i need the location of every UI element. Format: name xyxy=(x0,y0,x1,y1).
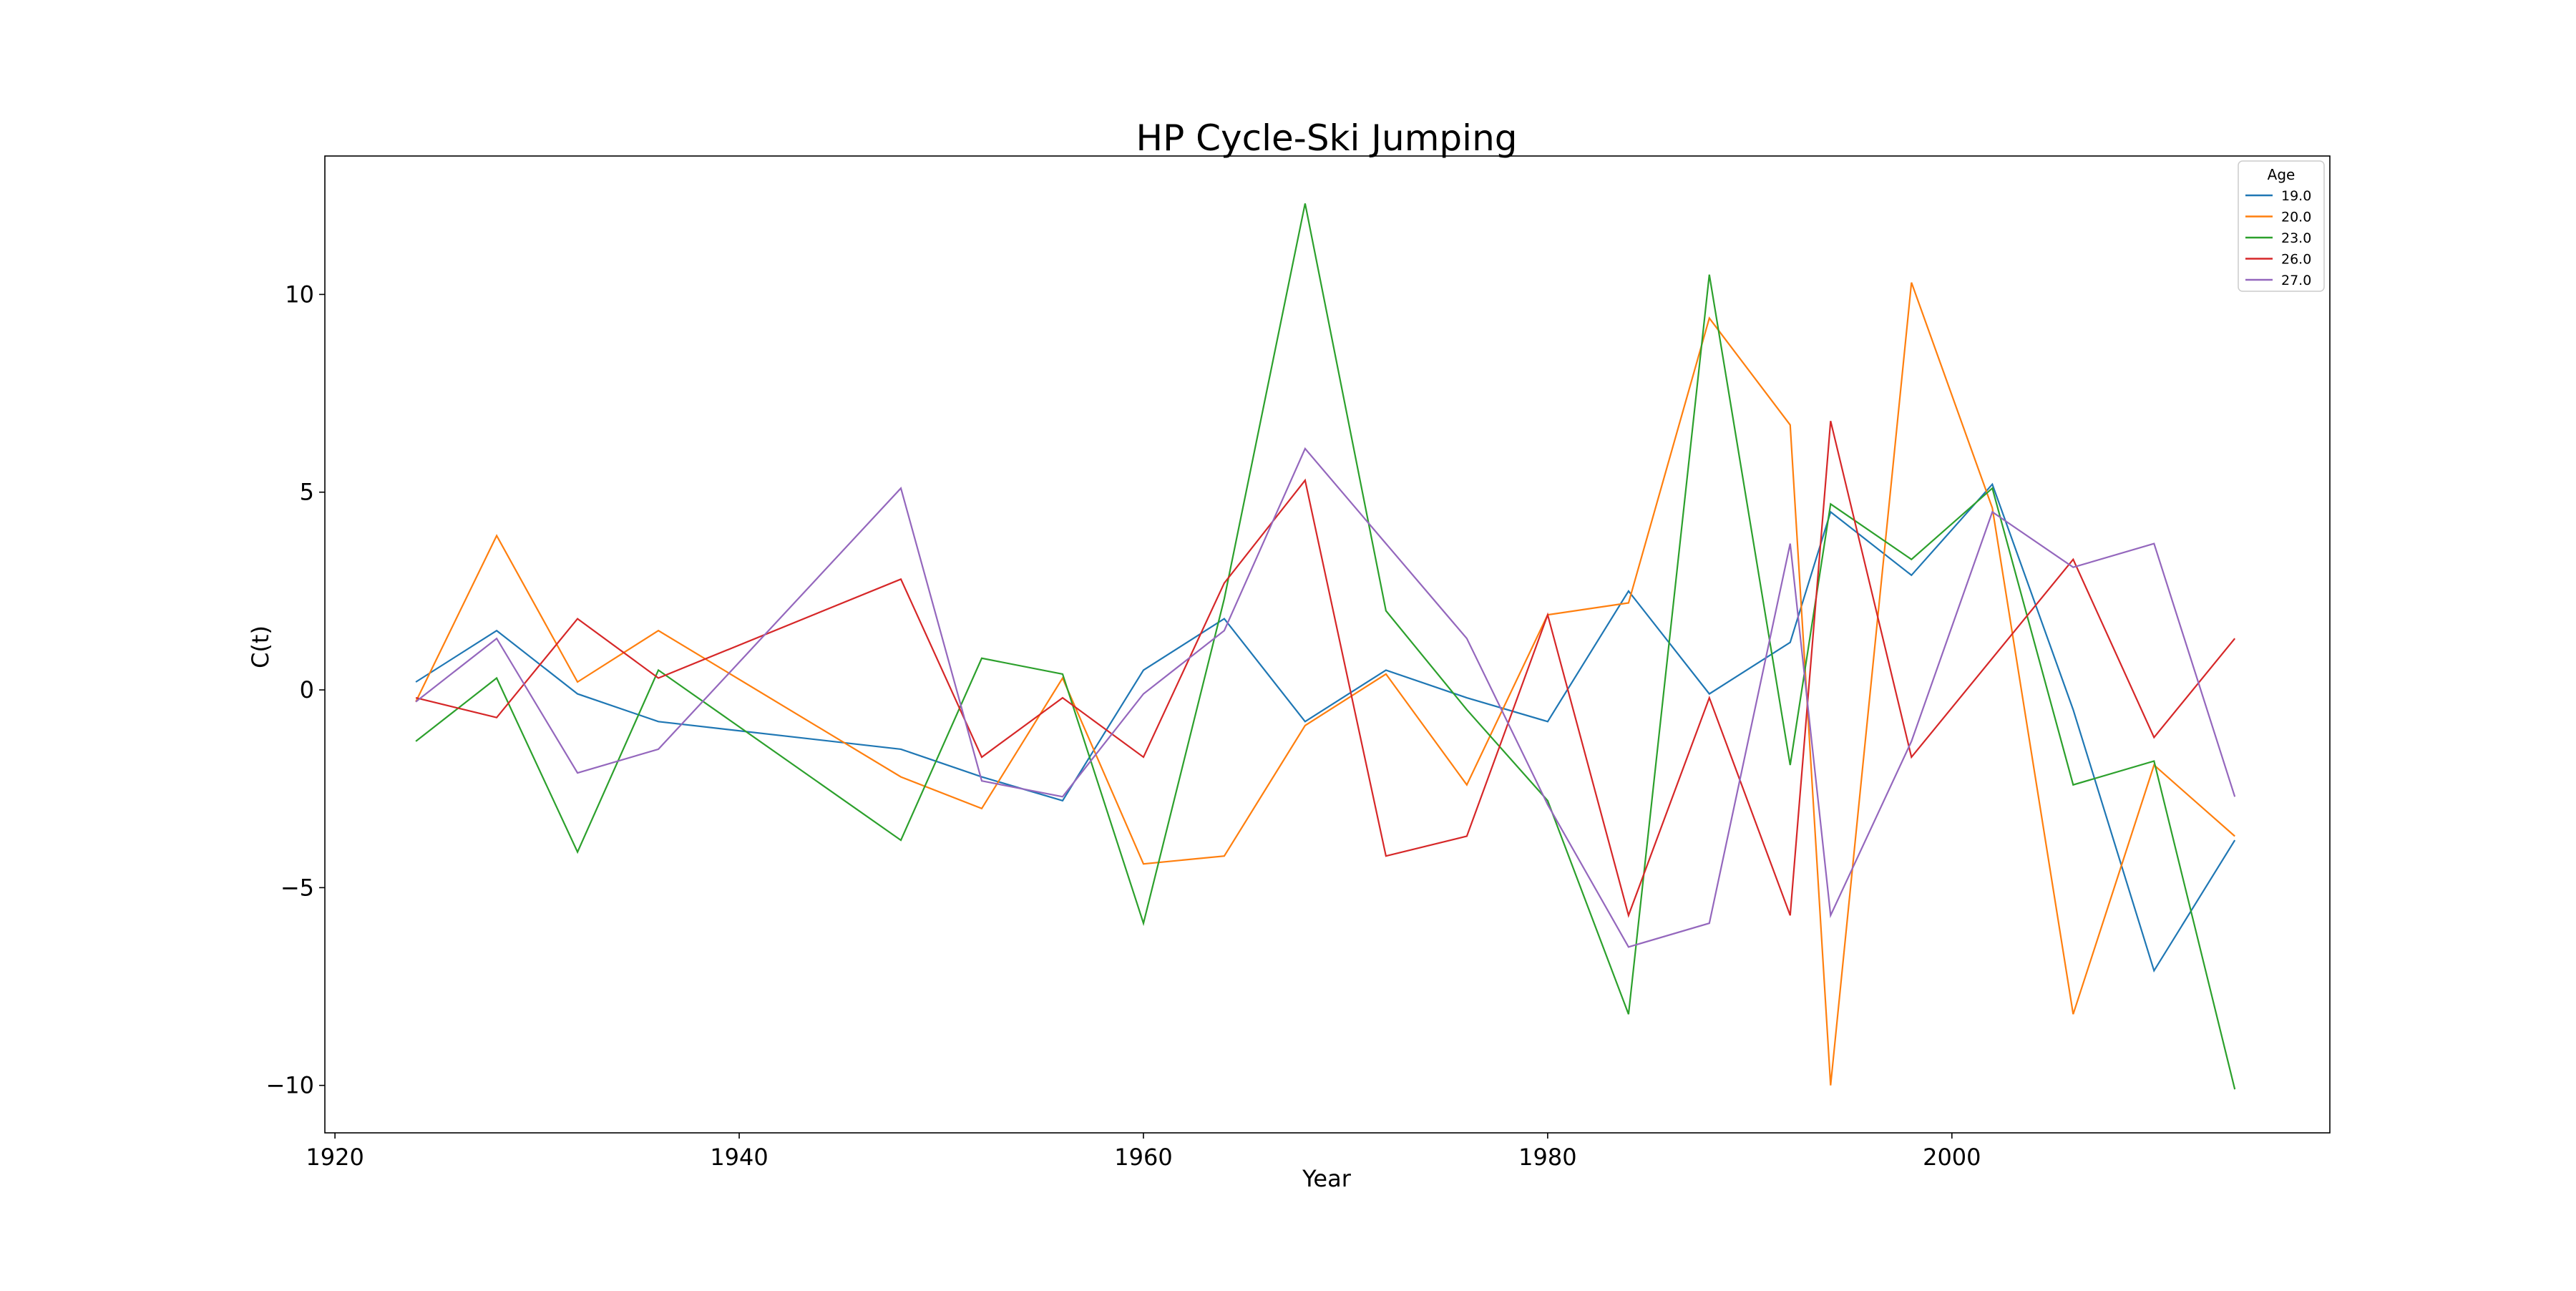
y-tick-label: −5 xyxy=(280,874,314,901)
series-line-27.0 xyxy=(415,447,2236,948)
y-axis-label: C(t) xyxy=(247,625,274,668)
legend-title: Age xyxy=(2268,166,2296,183)
legend-label-26.0: 26.0 xyxy=(2281,252,2311,268)
y-tick-label: 10 xyxy=(285,281,314,308)
legend-label-23.0: 23.0 xyxy=(2281,230,2311,246)
series-line-20.0 xyxy=(415,282,2235,1086)
series-line-19.0 xyxy=(415,482,2236,973)
y-tick-label: −10 xyxy=(265,1072,314,1099)
x-tick-label: 1940 xyxy=(710,1144,768,1171)
y-tick-label: 5 xyxy=(300,479,314,506)
y-tick-label: 0 xyxy=(300,676,314,703)
x-tick-label: 1920 xyxy=(306,1144,364,1171)
legend: Age 19.0 20.0 23.0 26.0 27.0 xyxy=(2238,160,2325,292)
legend-label-19.0: 19.0 xyxy=(2281,188,2311,204)
plot-frame xyxy=(324,155,2331,1134)
x-axis-label: Year xyxy=(1302,1165,1352,1192)
series-line-26.0 xyxy=(415,421,2236,918)
x-tick-label: 2000 xyxy=(1923,1144,1981,1171)
series-line-23.0 xyxy=(415,203,2236,1090)
x-tick-label: 1980 xyxy=(1518,1144,1576,1171)
legend-label-27.0: 27.0 xyxy=(2281,273,2311,288)
x-tick-label: 1960 xyxy=(1114,1144,1172,1171)
legend-label-20.0: 20.0 xyxy=(2281,210,2311,225)
chart-title: HP Cycle-Ski Jumping xyxy=(1136,117,1517,159)
